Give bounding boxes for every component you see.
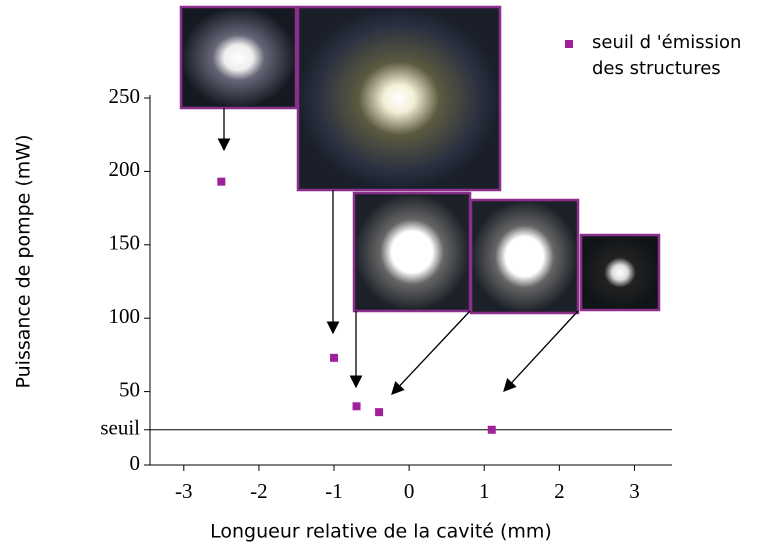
point [352,402,361,411]
x-axis-label: Longueur relative de la cavité (mm) [210,521,552,543]
y-tick-label: 150 [109,231,141,255]
y-tick-label: 200 [109,157,141,181]
x-tick-label: -2 [250,479,268,503]
y-axis-label: Puissance de pompe (mW) [13,135,35,389]
x-tick-label: 2 [554,479,565,503]
photos [179,5,661,315]
y-tick-label: 100 [109,304,141,328]
y-tick-label: seuil [100,416,140,440]
point [375,408,384,417]
legend-label: seuil d 'émission des structures [592,32,742,79]
legend-marker [565,40,573,48]
x-tick-label: 1 [479,479,490,503]
point [487,425,496,434]
arrows [217,108,579,395]
y-tick-label: 0 [130,451,141,475]
x-tick-label: -3 [175,479,193,503]
x-tick-label: -1 [325,479,343,503]
point [330,353,339,362]
y-tick-label: 50 [119,377,140,401]
point [217,177,226,186]
legend: seuil d 'émission des structures [565,30,772,82]
x-tick-label: 0 [404,479,415,503]
y-tick-label: 250 [109,84,141,108]
x-tick-label: 3 [629,479,640,503]
